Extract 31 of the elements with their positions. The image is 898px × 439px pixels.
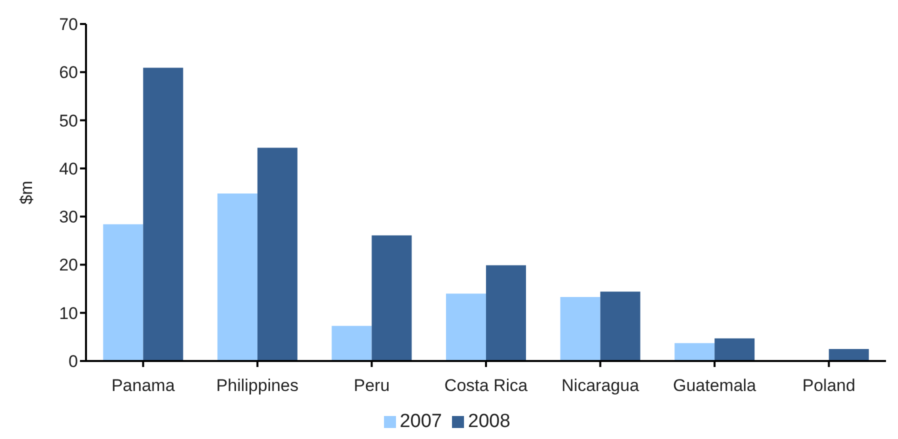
x-tick-label: Peru [354, 376, 390, 396]
bar [486, 265, 526, 361]
y-tick-label: 60 [59, 63, 78, 82]
y-tick-label: 10 [59, 304, 78, 323]
bar [674, 343, 715, 361]
y-tick-label: 70 [59, 15, 78, 34]
y-tick-label: 30 [59, 208, 78, 227]
bar [217, 193, 258, 361]
bar [103, 224, 144, 361]
x-tick-label: Philippines [216, 376, 299, 396]
legend-label: 2008 [468, 411, 510, 432]
bar [560, 296, 600, 361]
bar [446, 294, 486, 361]
bar [828, 348, 869, 361]
x-tick-label: Guatemala [672, 376, 757, 396]
x-tick-label: Nicaragua [562, 376, 640, 396]
bar [257, 148, 298, 361]
bar [600, 292, 640, 361]
y-axis-title: $m [17, 180, 36, 204]
legend-label: 2007 [400, 411, 442, 432]
bar [372, 235, 412, 361]
y-tick-label: 0 [68, 352, 78, 372]
y-tick-label: 40 [59, 159, 78, 178]
y-tick-label: 50 [59, 111, 78, 130]
bar [714, 338, 755, 361]
x-tick-label: Poland [802, 376, 856, 396]
x-tick-label: Costa Rica [444, 376, 528, 396]
x-tick-label: Panama [111, 376, 176, 396]
y-tick-label: 20 [59, 256, 78, 275]
bar [332, 326, 372, 361]
bar [143, 68, 184, 361]
